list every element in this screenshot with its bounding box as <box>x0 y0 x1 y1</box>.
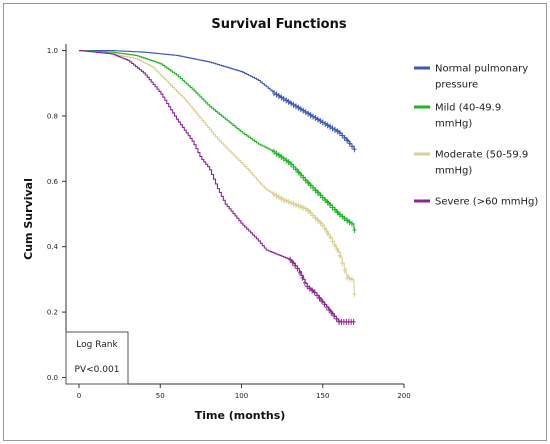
legend-label: Normal pulmonary pressure <box>435 64 528 91</box>
legend-label: Mild (40-49.9 mmHg) <box>435 103 501 130</box>
series-line <box>79 49 355 149</box>
legend-label: Severe (>60 mmHg) <box>435 197 538 208</box>
y-axis-title: Cum Survival <box>22 178 35 260</box>
annotation-box <box>65 331 129 385</box>
x-tick-label: 50 <box>156 392 165 400</box>
figure-frame: Survival Functions 0 50 100 150 200 0.0 0.2 0.… <box>3 3 547 441</box>
series-line <box>79 49 354 323</box>
x-tick-label: 200 <box>397 392 410 400</box>
legend: Normal pulmonary pressure Mild (40-49.9 mmH… <box>414 64 538 208</box>
survival-chart: Survival Functions 0 50 100 150 200 0.00.20.… <box>22 17 538 422</box>
y-tick-label: 1.0 <box>47 47 58 55</box>
annotation-title: Log Rank <box>76 340 118 350</box>
y-tick-label: 0.2 <box>47 309 58 317</box>
series-line <box>79 49 355 292</box>
y-tick-label: 0.6 <box>47 178 59 186</box>
x-tick-label: 0 <box>77 392 81 400</box>
y-ticks: 0.0 0.2 0.4 0.6 0.8 1.0 <box>47 47 66 382</box>
x-ticks: 0 50 100 150 200 <box>77 384 411 400</box>
annotation-text: PV<0.001 <box>75 365 120 375</box>
legend-label: Moderate (50-59.9 mmHg) <box>435 150 528 177</box>
survival-curves <box>79 49 357 325</box>
x-tick-label: 150 <box>316 392 329 400</box>
y-tick-label: 0.4 <box>47 243 59 251</box>
x-tick-label: 100 <box>235 392 248 400</box>
series-line <box>79 49 355 229</box>
chart-title: Survival Functions <box>211 17 346 32</box>
y-tick-label: 0.0 <box>47 374 58 382</box>
y-tick-label: 0.8 <box>47 112 58 120</box>
x-axis-title: Time (months) <box>195 409 286 422</box>
log-rank-annotation: Log Rank PV<0.001 <box>65 331 129 385</box>
